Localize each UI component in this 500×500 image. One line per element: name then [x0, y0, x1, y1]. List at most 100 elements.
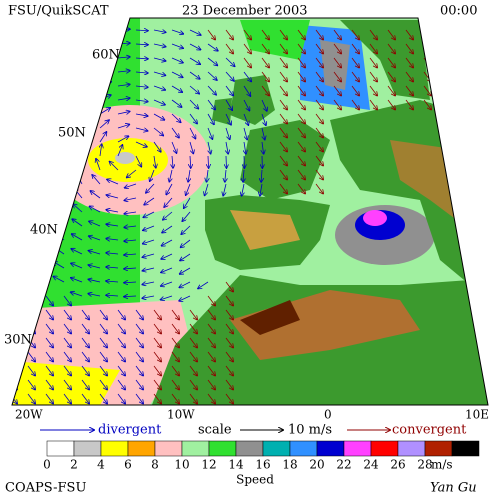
colorbar-tick: 28	[417, 458, 432, 472]
wind-vector	[441, 71, 449, 82]
wind-vector	[24, 187, 29, 199]
wind-vector	[63, 78, 73, 87]
wind-vector	[207, 309, 215, 320]
wind-vector	[117, 337, 125, 348]
colorbar-tick: 12	[201, 458, 216, 472]
wind-vector	[243, 43, 251, 54]
wind-vector	[124, 198, 137, 200]
wind-vector	[9, 158, 10, 170]
wind-vector	[387, 99, 395, 110]
wind-vector	[90, 191, 101, 199]
convergent-label: convergent	[392, 423, 467, 438]
wind-vector	[315, 127, 323, 138]
wind-vector	[153, 393, 161, 404]
colorbar-cell	[424, 440, 453, 457]
wind-vector	[297, 169, 305, 180]
wind-vector	[63, 323, 71, 334]
colorbar-cell	[100, 440, 129, 457]
wind-vector	[223, 183, 226, 196]
wind-vector	[153, 337, 161, 348]
wind-vector	[106, 224, 119, 226]
divergent-label: divergent	[98, 423, 162, 438]
wind-vector	[207, 85, 216, 95]
wind-vector	[189, 141, 193, 154]
wind-vector	[71, 249, 83, 255]
colorbar-tick: 16	[255, 458, 270, 472]
wind-vector	[135, 323, 143, 334]
wind-vector	[12, 253, 17, 264]
wind-vector	[333, 29, 341, 40]
wind-vector	[81, 379, 89, 390]
wind-vector	[12, 365, 17, 376]
wind-vector	[3, 230, 10, 240]
wind-vector	[135, 30, 148, 31]
wind-vector	[117, 98, 130, 100]
wind-vector	[153, 127, 163, 136]
wind-vector	[207, 393, 215, 404]
wind-vector	[279, 43, 287, 54]
wind-vector	[21, 216, 29, 227]
wind-vector	[181, 225, 191, 234]
wind-vector	[81, 40, 93, 45]
colorbar-tick: 6	[124, 458, 132, 472]
wind-vector	[262, 127, 265, 140]
wind-vector	[27, 295, 35, 306]
wind-vector	[423, 85, 431, 96]
footer-right: Yan Gu	[430, 481, 477, 496]
wind-vector	[207, 127, 212, 139]
wind-vector	[171, 29, 183, 34]
wind-vector	[56, 203, 65, 213]
wind-vector	[315, 85, 323, 96]
wind-vector	[333, 43, 341, 54]
wind-vector	[261, 71, 269, 82]
wind-vector	[171, 113, 181, 122]
wind-vector	[10, 130, 12, 142]
colorbar-tick: 10	[174, 458, 189, 472]
wind-vector	[127, 169, 137, 177]
wind-vector	[99, 393, 107, 404]
wind-vector	[12, 103, 14, 115]
wind-vector	[387, 85, 395, 96]
wind-vector	[106, 195, 119, 199]
wind-vector	[27, 351, 35, 362]
wind-vector	[477, 29, 485, 40]
wind-vector	[89, 221, 101, 227]
wind-vector	[297, 183, 305, 194]
wind-vector	[12, 89, 15, 101]
wind-vector	[81, 351, 89, 362]
wind-vector	[161, 281, 173, 286]
wind-vector	[225, 393, 233, 404]
wind-vector	[27, 103, 33, 115]
wind-vector	[153, 85, 165, 90]
wind-vector	[106, 267, 119, 268]
wind-vector	[279, 183, 287, 194]
wind-vector	[333, 57, 341, 68]
map	[3, 18, 488, 405]
wind-vector	[27, 158, 28, 171]
wind-vector	[99, 309, 107, 320]
wind-vector	[142, 268, 155, 271]
wind-vector	[142, 253, 155, 257]
wind-vector	[45, 117, 50, 129]
wind-vector	[351, 29, 359, 40]
wind-vector	[171, 379, 179, 390]
wind-vector	[96, 159, 101, 171]
wind-vector	[260, 183, 262, 196]
wind-vector	[43, 172, 47, 185]
wind-vector	[189, 393, 197, 404]
lon-label: 10W	[167, 408, 195, 422]
wind-vector	[135, 86, 148, 87]
wind-vector	[142, 296, 155, 298]
wind-vector	[279, 155, 287, 166]
wind-vector	[297, 57, 305, 68]
wind-vector	[189, 113, 197, 124]
wind-vector	[225, 99, 232, 110]
wind-vector	[297, 113, 305, 124]
wind-vector	[225, 85, 233, 96]
wind-vector	[180, 253, 191, 261]
wind-vector	[225, 351, 233, 362]
wind-vector	[27, 76, 35, 87]
wind-vector	[459, 85, 467, 96]
wind-vector	[89, 236, 101, 241]
